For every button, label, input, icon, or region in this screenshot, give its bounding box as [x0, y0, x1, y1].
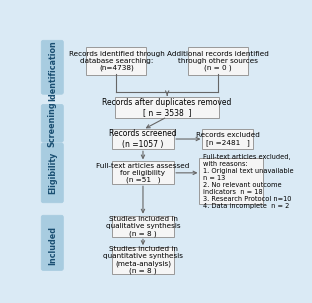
Text: Identification: Identification: [48, 40, 57, 101]
Text: Records screened
(n =1057 ): Records screened (n =1057 ): [109, 129, 177, 149]
FancyBboxPatch shape: [199, 158, 263, 204]
FancyBboxPatch shape: [112, 216, 174, 237]
FancyBboxPatch shape: [112, 247, 174, 274]
Text: Full-text articles assessed
for eligibility
(n =51   ): Full-text articles assessed for eligibil…: [96, 163, 190, 183]
FancyBboxPatch shape: [202, 129, 253, 149]
Text: Records identified through
database searching:
(n=4738): Records identified through database sear…: [69, 51, 164, 71]
Text: Records excluded
[n =2481   ]: Records excluded [n =2481 ]: [196, 132, 260, 146]
FancyBboxPatch shape: [112, 129, 174, 149]
FancyBboxPatch shape: [112, 161, 174, 184]
FancyBboxPatch shape: [115, 97, 219, 118]
Text: Screening: Screening: [48, 101, 57, 147]
Text: Full-text articles excluded,
with reasons:
1. Original text unavailable
n = 13
2: Full-text articles excluded, with reason…: [203, 154, 294, 208]
Text: Included: Included: [48, 226, 57, 265]
FancyBboxPatch shape: [86, 46, 146, 75]
FancyBboxPatch shape: [41, 215, 63, 270]
Text: Eligibility: Eligibility: [48, 152, 57, 194]
FancyBboxPatch shape: [41, 40, 63, 94]
FancyBboxPatch shape: [41, 105, 63, 142]
Text: Additional records identified
through other sources
(n = 0 ): Additional records identified through ot…: [167, 51, 269, 71]
Text: Studies included in
qualitative synthesis
(n = 8 ): Studies included in qualitative synthesi…: [106, 216, 180, 237]
FancyBboxPatch shape: [41, 143, 63, 203]
Text: Records after duplicates removed
[ n = 3538  ]: Records after duplicates removed [ n = 3…: [102, 98, 232, 117]
Text: Studies included in
quantitative synthesis
(meta-analysis)
(n = 8 ): Studies included in quantitative synthes…: [103, 246, 183, 274]
FancyBboxPatch shape: [188, 46, 248, 75]
